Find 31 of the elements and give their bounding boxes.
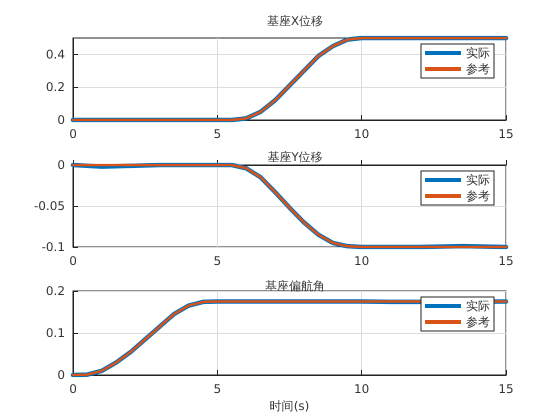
y-tick-label: 0.2 xyxy=(46,80,65,94)
x-tick-label: 10 xyxy=(354,254,370,268)
x-tick-label: 5 xyxy=(214,127,222,141)
x-tick-label: 0 xyxy=(69,382,77,396)
x-tick-label: 15 xyxy=(498,254,514,268)
y-tick-label: -0.05 xyxy=(34,199,65,213)
y-tick-label: 0.2 xyxy=(46,284,65,298)
chart-title: 基座Y位移 xyxy=(267,150,323,164)
legend-label: 参考 xyxy=(466,62,490,76)
y-tick-label: -0.1 xyxy=(42,240,65,254)
y-tick-label: 0 xyxy=(57,368,65,382)
x-tick-label: 0 xyxy=(69,254,77,268)
x-tick-label: 15 xyxy=(498,382,514,396)
legend-label: 实际 xyxy=(466,46,490,60)
legend-label: 实际 xyxy=(466,299,490,313)
x-axis-title: 时间(s) xyxy=(270,398,310,413)
y-tick-label: 0 xyxy=(57,158,65,172)
x-tick-label: 5 xyxy=(214,382,222,396)
x-tick-label: 0 xyxy=(69,127,77,141)
legend-label: 参考 xyxy=(466,189,490,203)
y-tick-label: 0.4 xyxy=(46,47,65,62)
x-tick-label: 5 xyxy=(214,254,222,268)
x-tick-label: 10 xyxy=(354,382,370,396)
x-tick-label: 15 xyxy=(498,127,514,141)
x-tick-label: 10 xyxy=(354,127,370,141)
chart-title: 基座偏航角 xyxy=(265,279,325,293)
chart-title: 基座X位移 xyxy=(266,14,324,28)
y-tick-label: 0.1 xyxy=(46,326,65,340)
legend-label: 实际 xyxy=(466,173,490,187)
legend-label: 参考 xyxy=(466,315,490,329)
y-tick-label: 0 xyxy=(57,113,65,127)
